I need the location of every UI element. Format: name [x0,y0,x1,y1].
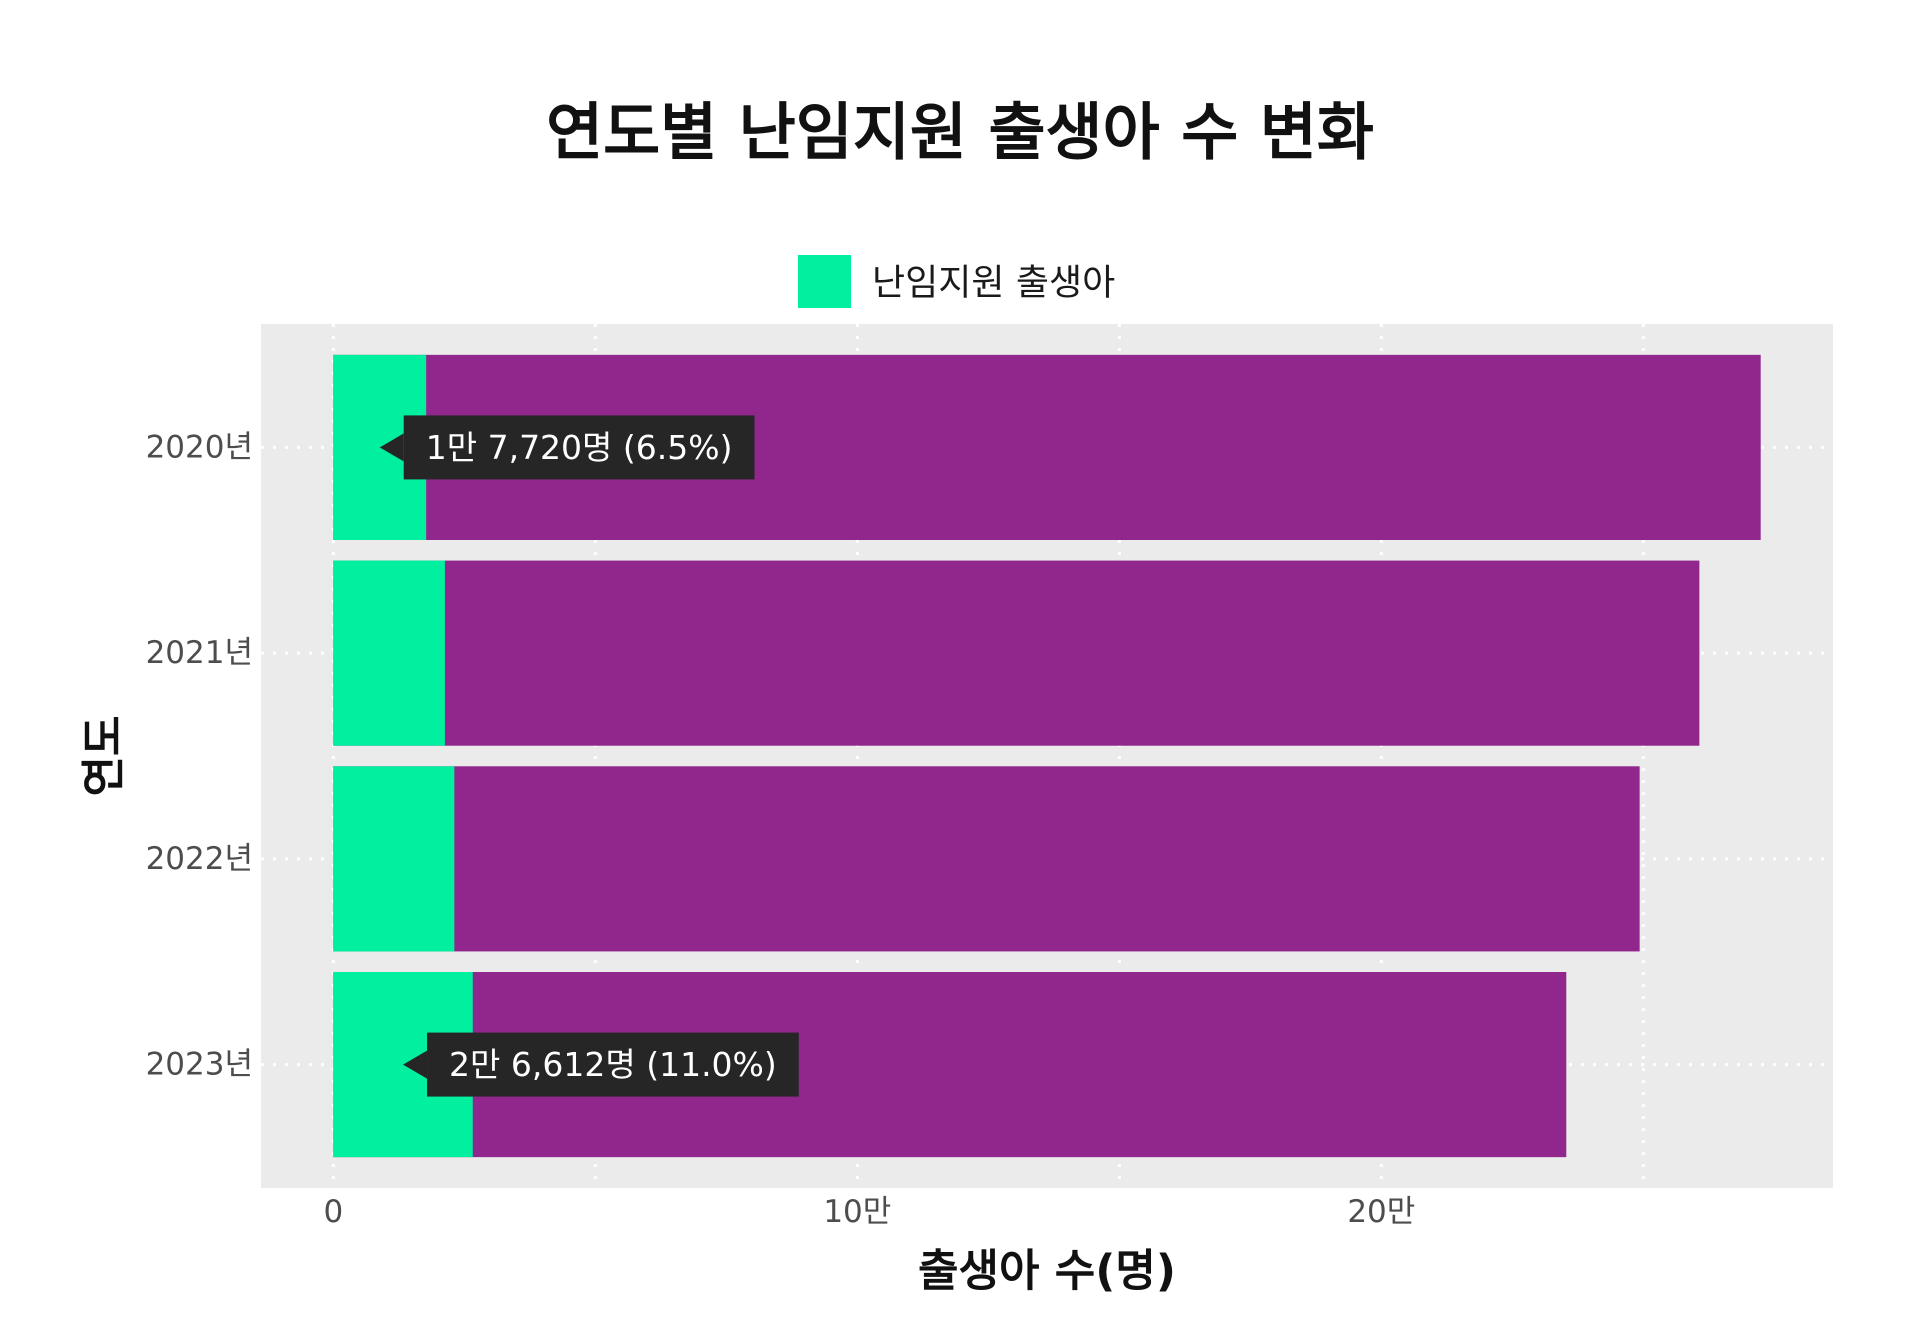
annotation-pointer [379,433,404,462]
legend-label: 난임지원 출생아 [872,263,1115,304]
y-tick-label: 2020년 [146,429,253,465]
x-axis-tick-labels: 0 10만 20만 [323,1194,1415,1230]
annotation-box [403,415,755,480]
bar-series-1-2022 [333,766,455,952]
y-axis-tick-labels: 2020년 2021년 2022년 2023년 [146,429,253,1082]
bar-series-2-2022 [333,766,1640,952]
bar-series-2-2021 [333,560,1700,746]
legend-swatch [798,255,851,308]
x-tick-label: 10만 [823,1194,891,1230]
x-tick-label: 0 [323,1194,343,1230]
annotation-pointer [403,1050,428,1079]
annotation-text: 1만 7,720명 (6.5%) [426,428,733,467]
bars [333,354,1761,1158]
y-tick-label: 2022년 [146,841,253,877]
x-axis-title: 출생아 수(명) [918,1246,1176,1297]
chart-title: 연도별 난임지원 출생아 수 변화 [546,96,1374,169]
x-tick-label: 20만 [1347,1194,1415,1230]
y-axis-title: 연도 [79,716,130,797]
legend: 난임지원 출생아 [798,255,1115,308]
bar-series-1-2021 [333,560,445,746]
annotation-box [427,1032,799,1097]
y-tick-label: 2023년 [146,1047,253,1083]
annotations: 1만 7,720명 (6.5%) 2만 6,612명 (11.0%) [379,415,799,1097]
annotation-label: 1만 7,720명 (6.5%) [379,415,755,480]
annotation-text: 2만 6,612명 (11.0%) [449,1045,777,1084]
annotation-label: 2만 6,612명 (11.0%) [403,1032,799,1097]
y-tick-label: 2021년 [146,635,253,671]
